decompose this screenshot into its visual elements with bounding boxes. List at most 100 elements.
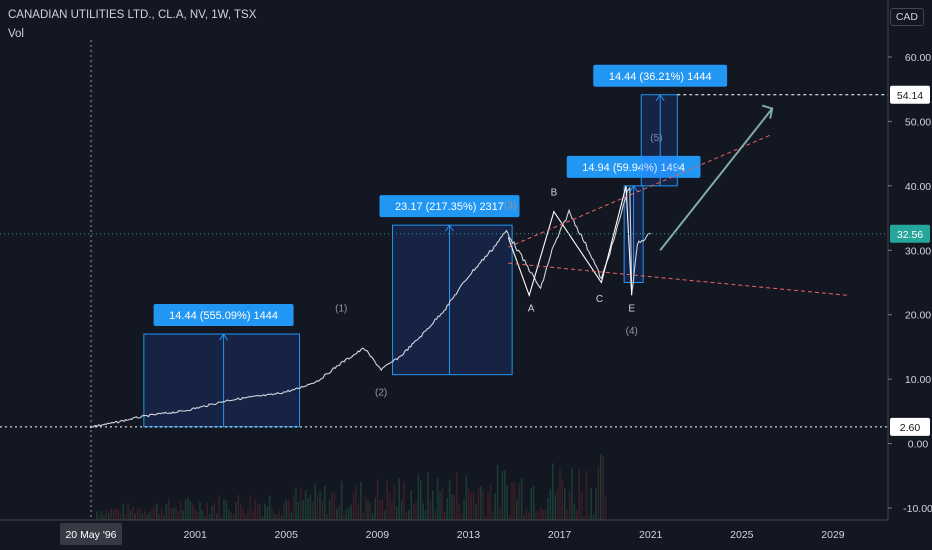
x-tick-label: 2025 xyxy=(730,529,754,541)
range-arrowhead xyxy=(629,184,639,193)
volume-bar xyxy=(561,478,564,520)
volume-bar xyxy=(338,504,340,520)
projection-arrow[interactable] xyxy=(659,107,773,251)
volume-bar xyxy=(436,477,439,520)
volume-bar xyxy=(412,503,415,520)
wave-pattern-path[interactable] xyxy=(507,185,633,298)
volume-bar xyxy=(364,497,367,520)
volume-bar xyxy=(489,483,492,520)
volume-bar xyxy=(199,501,201,520)
volume-bar xyxy=(444,511,446,520)
volume-bar xyxy=(494,493,496,520)
wave-label: (4) xyxy=(626,326,638,337)
volume-bar xyxy=(576,509,578,520)
volume-bar xyxy=(528,512,530,520)
volume-bar xyxy=(376,479,379,520)
volume-bar xyxy=(302,499,304,520)
volume-bar xyxy=(290,512,292,520)
volume-bar xyxy=(103,515,105,520)
volume-bar xyxy=(559,469,561,520)
volume-bar xyxy=(465,475,468,520)
volume-bar xyxy=(177,511,180,520)
volume-bar xyxy=(134,513,136,520)
y-tick-label: 50.00 xyxy=(905,116,931,128)
volume-bar xyxy=(506,485,508,520)
wave-label: B xyxy=(551,188,558,199)
low-price-tag-box[interactable] xyxy=(890,417,930,436)
range-label: 14.94 (59.94%) 1494 xyxy=(582,162,685,174)
volume-bar xyxy=(175,507,177,520)
range-box[interactable] xyxy=(640,94,678,187)
volume-bar xyxy=(434,510,436,520)
volume-bar xyxy=(220,515,223,520)
volume-bar xyxy=(552,463,554,520)
target-price-tag: 54.14 xyxy=(897,90,923,102)
volume-bar xyxy=(208,514,211,520)
trend-line[interactable] xyxy=(508,262,849,296)
x-tick-label: 2013 xyxy=(457,529,481,541)
x-tick-label: 2021 xyxy=(639,529,663,541)
volume-bar xyxy=(417,474,420,520)
currency-badge[interactable]: CAD xyxy=(889,8,924,26)
volume-bar xyxy=(264,503,266,520)
volume-bar xyxy=(228,510,230,520)
volume-bar xyxy=(259,502,261,520)
range-label-box[interactable] xyxy=(153,304,294,327)
chart-title: CANADIAN UTILITIES LTD., CL.A, NV, 1W, T… xyxy=(8,9,257,21)
price-series-line[interactable] xyxy=(89,187,651,429)
volume-bar xyxy=(492,511,494,520)
volume-bar xyxy=(120,513,122,520)
volume-bar xyxy=(362,512,364,520)
volume-bar xyxy=(424,510,427,520)
volume-bar xyxy=(182,510,184,520)
volume-bar xyxy=(554,494,556,520)
volume-bar xyxy=(343,514,345,520)
volume-bar xyxy=(386,480,388,520)
volume-bar xyxy=(300,487,302,520)
volume-bar xyxy=(410,490,412,520)
volume-bar xyxy=(350,504,352,520)
range-label-box[interactable] xyxy=(566,155,701,178)
volume-bar xyxy=(160,508,163,520)
y-tick-label: 10.00 xyxy=(905,374,931,386)
volume-bar xyxy=(187,497,189,520)
range-box[interactable] xyxy=(143,333,301,428)
volume-bar xyxy=(432,490,434,520)
x-tick-label: 2029 xyxy=(821,529,845,541)
volume-bar xyxy=(396,506,398,520)
volume-bar xyxy=(168,499,170,520)
range-label-box[interactable] xyxy=(593,64,728,87)
volume-bar xyxy=(237,494,240,520)
volume-bar xyxy=(357,502,360,520)
volume-indicator-label[interactable]: Vol xyxy=(8,28,24,40)
volume-bar xyxy=(535,510,537,520)
volume-bar xyxy=(292,495,295,520)
volume-bar xyxy=(244,514,247,520)
volume-bar xyxy=(441,487,444,520)
volume-bar xyxy=(472,491,475,520)
y-tick-label: -10.00 xyxy=(903,503,932,515)
volume-bar xyxy=(249,494,252,520)
volume-bar xyxy=(328,499,331,520)
volume-bar xyxy=(597,466,600,520)
range-label-box[interactable] xyxy=(379,195,520,218)
volume-bar xyxy=(508,514,511,520)
volume-bar xyxy=(98,514,100,520)
volume-bar xyxy=(470,492,472,520)
volume-bar xyxy=(156,503,158,520)
trend-line[interactable] xyxy=(508,133,773,248)
volume-bar xyxy=(453,494,456,520)
volume-bar xyxy=(256,504,259,520)
volume-bar xyxy=(566,509,568,520)
volume-bar xyxy=(280,515,283,520)
last-price-tag-box[interactable] xyxy=(890,224,930,243)
volume-bar xyxy=(139,507,141,520)
volume-bar xyxy=(105,509,108,520)
x-tick-label: 2001 xyxy=(183,529,207,541)
volume-bar xyxy=(374,497,376,520)
target-price-tag-box[interactable] xyxy=(890,85,930,104)
volume-bar xyxy=(520,477,523,520)
volume-bar xyxy=(420,480,422,520)
